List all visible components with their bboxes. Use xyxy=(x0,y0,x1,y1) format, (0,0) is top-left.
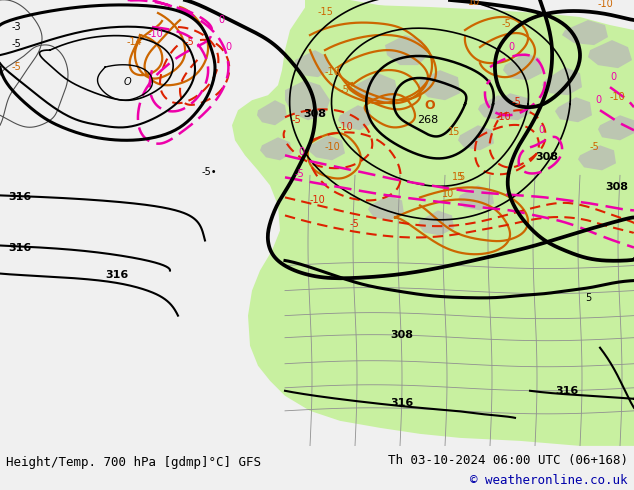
Text: Height/Temp. 700 hPa [gdmp]°C] GFS: Height/Temp. 700 hPa [gdmp]°C] GFS xyxy=(6,456,261,469)
Text: 308: 308 xyxy=(390,330,413,340)
Text: O: O xyxy=(425,98,436,112)
Text: 0: 0 xyxy=(508,42,514,52)
Text: -5: -5 xyxy=(535,0,545,2)
Text: -5: -5 xyxy=(340,85,350,95)
Text: -5: -5 xyxy=(590,142,600,152)
Text: -5: -5 xyxy=(512,97,522,107)
Text: -10: -10 xyxy=(148,0,164,2)
Text: -10: -10 xyxy=(598,0,614,9)
Text: O: O xyxy=(123,77,131,87)
Text: -10: -10 xyxy=(148,29,164,39)
Text: 10: 10 xyxy=(468,0,480,7)
Text: -5: -5 xyxy=(168,0,178,2)
Text: -5: -5 xyxy=(185,37,195,47)
Text: 5: 5 xyxy=(585,293,592,303)
Text: -10: -10 xyxy=(610,92,626,102)
Text: 0: 0 xyxy=(298,147,304,157)
Text: 0: 0 xyxy=(595,95,601,105)
Text: 0: 0 xyxy=(225,42,231,52)
Text: Th 03-10-2024 06:00 UTC (06+168): Th 03-10-2024 06:00 UTC (06+168) xyxy=(387,454,628,466)
Text: -14: -14 xyxy=(127,37,143,47)
Text: 5: 5 xyxy=(458,172,464,182)
Text: -10: -10 xyxy=(325,67,340,77)
Text: 0: 0 xyxy=(610,72,616,82)
Text: 0: 0 xyxy=(218,15,224,25)
Text: -15: -15 xyxy=(318,7,334,17)
Text: 316: 316 xyxy=(8,193,31,202)
Text: -5: -5 xyxy=(295,170,305,179)
Text: -10: -10 xyxy=(338,122,354,132)
Text: -10: -10 xyxy=(310,196,326,205)
Text: 15: 15 xyxy=(448,127,460,137)
Text: 268: 268 xyxy=(417,115,439,125)
Text: -5: -5 xyxy=(502,19,512,29)
Text: 316: 316 xyxy=(105,270,128,280)
Text: 308: 308 xyxy=(535,152,558,162)
Text: 0: 0 xyxy=(538,125,544,135)
Text: 316: 316 xyxy=(555,386,578,396)
Text: -5: -5 xyxy=(12,62,22,72)
Text: -10: -10 xyxy=(325,142,340,152)
Text: 308: 308 xyxy=(303,109,326,119)
Text: -3: -3 xyxy=(8,0,18,2)
Text: -5•: -5• xyxy=(202,168,217,177)
Text: 308: 308 xyxy=(605,182,628,193)
Text: -10: -10 xyxy=(496,112,512,122)
Text: -5: -5 xyxy=(350,220,359,229)
Text: -5: -5 xyxy=(12,39,22,49)
Text: -5: -5 xyxy=(292,115,302,125)
Text: -3: -3 xyxy=(12,22,22,32)
Text: 10: 10 xyxy=(442,190,454,199)
Text: 15: 15 xyxy=(452,172,464,182)
Text: 316: 316 xyxy=(390,398,413,408)
Text: © weatheronline.co.uk: © weatheronline.co.uk xyxy=(470,474,628,487)
Text: 316: 316 xyxy=(8,243,31,252)
